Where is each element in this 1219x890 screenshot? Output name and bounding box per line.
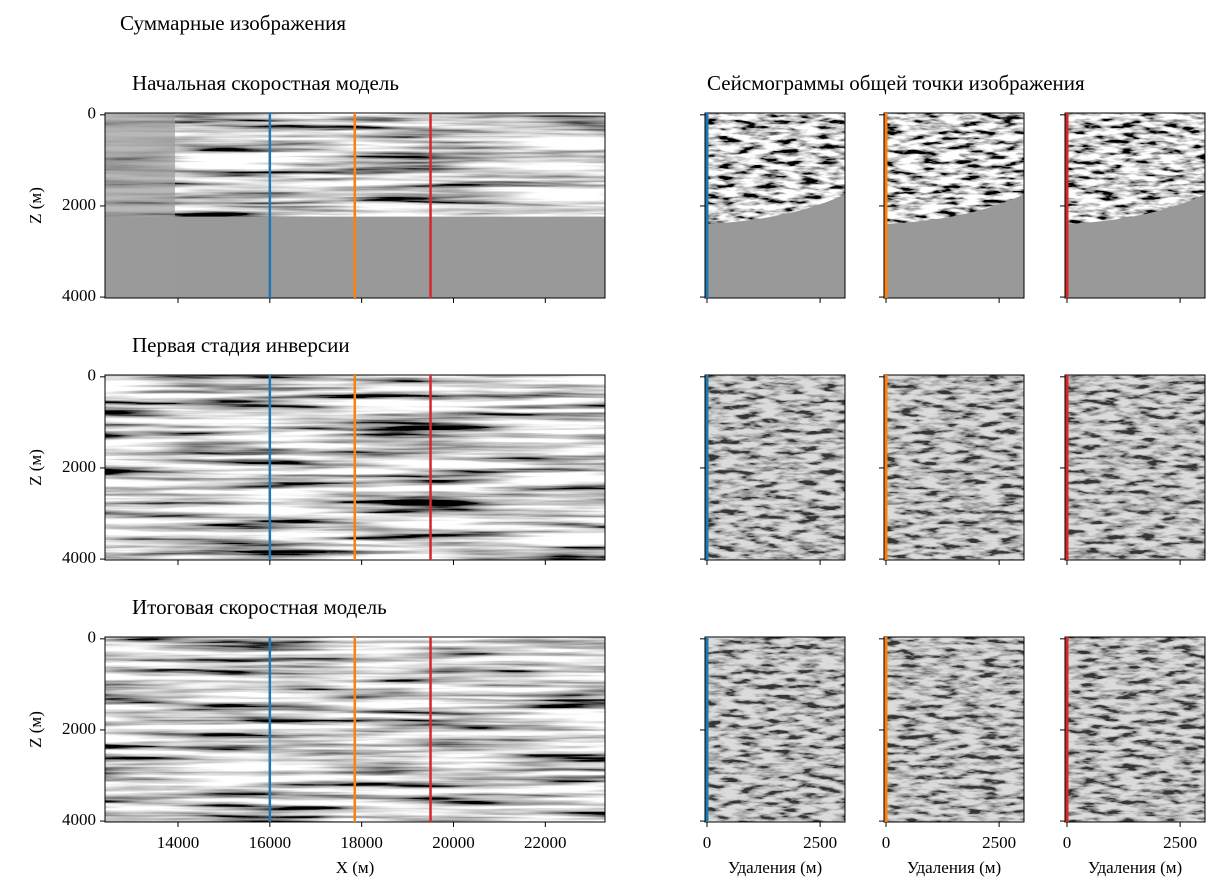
y-tick-label: 4000 — [62, 286, 96, 305]
gather-image — [884, 375, 1024, 560]
x-axis-label: Удаления (м) — [1088, 858, 1182, 877]
y-axis-label: Z (м) — [26, 187, 45, 224]
row-title: Итоговая скоростная модель — [132, 595, 387, 619]
gather-shade — [884, 375, 1024, 560]
gather-image — [1065, 375, 1205, 560]
mute-zone-left — [105, 113, 175, 298]
y-axis-label: Z (м) — [26, 449, 45, 486]
y-tick-label: 0 — [88, 104, 97, 123]
y-tick-label: 4000 — [62, 548, 96, 567]
x-tick-label: 20000 — [432, 833, 475, 852]
y-tick-label: 2000 — [62, 195, 96, 214]
mute-zone — [1065, 194, 1205, 298]
x-tick-label: 18000 — [340, 833, 383, 852]
row-title: Первая стадия инверсии — [132, 333, 350, 357]
x-tick-label: 0 — [882, 833, 891, 852]
x-tick-label: 2500 — [1163, 833, 1197, 852]
x-tick-label: 0 — [703, 833, 712, 852]
y-axis-label: Z (м) — [26, 711, 45, 748]
gather-shade — [705, 637, 845, 822]
row-title: Начальная скоростная модель — [132, 71, 399, 95]
x-tick-label: 2500 — [982, 833, 1016, 852]
x-tick-label: 14000 — [157, 833, 200, 852]
x-axis-label: Удаления (м) — [728, 858, 822, 877]
gather-shade — [884, 637, 1024, 822]
y-tick-label: 0 — [88, 628, 97, 647]
mute-zone — [705, 194, 845, 298]
x-axis-label: X (м) — [336, 858, 375, 877]
gather-image — [705, 637, 845, 822]
figure-title: Суммарные изображения — [120, 11, 346, 35]
x-tick-label: 0 — [1063, 833, 1072, 852]
x-tick-label: 22000 — [524, 833, 567, 852]
gather-title: Сейсмограммы общей точки изображения — [707, 71, 1085, 95]
x-axis-label: Удаления (м) — [907, 858, 1001, 877]
y-tick-label: 4000 — [62, 810, 96, 829]
gather-image — [705, 375, 845, 560]
gather-image — [884, 637, 1024, 822]
gather-shade — [1065, 375, 1205, 560]
mute-zone — [884, 194, 1024, 298]
gather-image — [1065, 637, 1205, 822]
x-tick-label: 2500 — [803, 833, 837, 852]
gather-shade — [705, 375, 845, 560]
gather-shade — [1065, 637, 1205, 822]
y-tick-label: 2000 — [62, 457, 96, 476]
y-tick-label: 0 — [88, 366, 97, 385]
y-tick-label: 2000 — [62, 719, 96, 738]
x-tick-label: 16000 — [249, 833, 292, 852]
